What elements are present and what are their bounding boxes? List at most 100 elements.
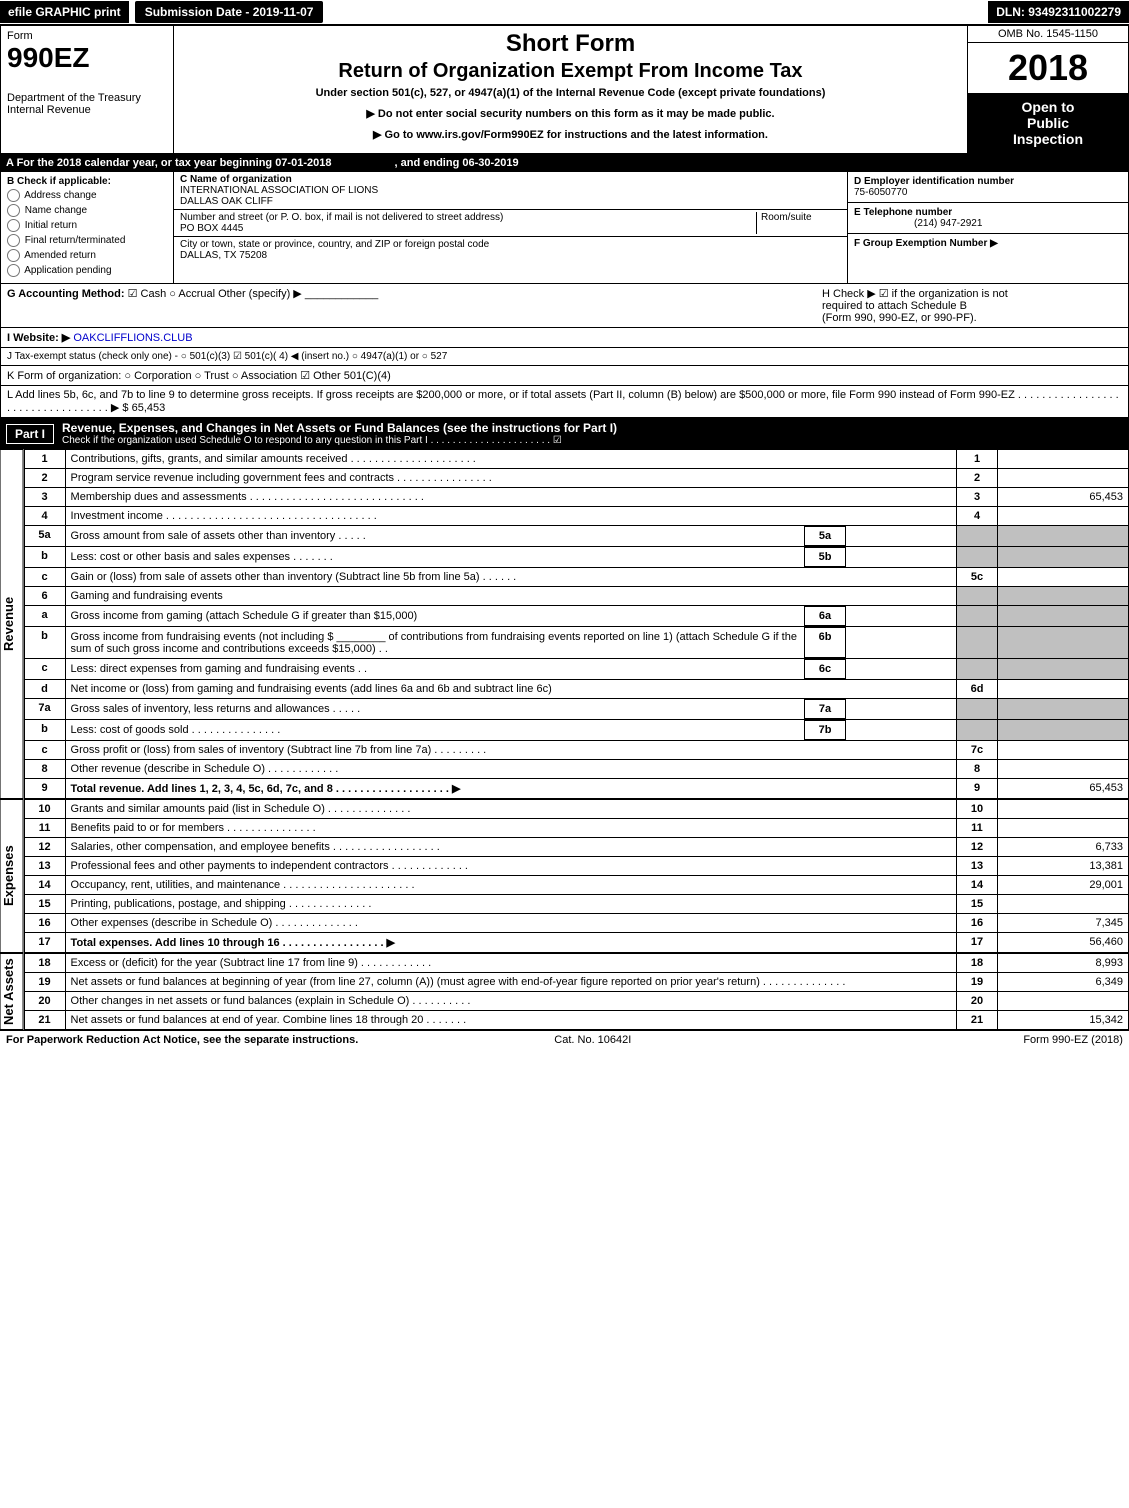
- line-7b: bLess: cost of goods sold . . . . . . . …: [24, 720, 1128, 741]
- line-5a: 5aGross amount from sale of assets other…: [24, 526, 1128, 547]
- line-5b: bLess: cost or other basis and sales exp…: [24, 547, 1128, 568]
- form-header: Form 990EZ Department of the Treasury In…: [0, 25, 1129, 154]
- return-title: Return of Organization Exempt From Incom…: [180, 60, 961, 83]
- line-6b: bGross income from fundraising events (n…: [24, 627, 1128, 659]
- line-19: 19Net assets or fund balances at beginni…: [24, 973, 1128, 992]
- netassets-table: 18Excess or (deficit) for the year (Subt…: [24, 953, 1129, 1030]
- netassets-section: Net Assets 18Excess or (deficit) for the…: [0, 953, 1129, 1030]
- part1-title: Revenue, Expenses, and Changes in Net As…: [62, 421, 617, 435]
- line-21: 21Net assets or fund balances at end of …: [24, 1011, 1128, 1030]
- col-b-title: B Check if applicable:: [7, 176, 167, 187]
- expenses-table: 10Grants and similar amounts paid (list …: [24, 799, 1129, 953]
- goto-link[interactable]: ▶ Go to www.irs.gov/Form990EZ for instru…: [180, 128, 961, 141]
- line-10: 10Grants and similar amounts paid (list …: [24, 800, 1128, 819]
- line-11: 11Benefits paid to or for members . . . …: [24, 819, 1128, 838]
- revenue-section: Revenue 1Contributions, gifts, grants, a…: [0, 449, 1129, 799]
- col-d-numbers: D Employer identification number 75-6050…: [848, 172, 1128, 283]
- line-8: 8Other revenue (describe in Schedule O) …: [24, 760, 1128, 779]
- period-band: A For the 2018 calendar year, or tax yea…: [0, 154, 1129, 172]
- form-word: Form: [7, 30, 167, 42]
- addr-label: Number and street (or P. O. box, if mail…: [180, 212, 503, 223]
- chk-application-pending[interactable]: Application pending: [7, 264, 167, 277]
- line-3: 3Membership dues and assessments . . . .…: [24, 488, 1128, 507]
- line-17: 17Total expenses. Add lines 10 through 1…: [24, 933, 1128, 953]
- form-number: 990EZ: [7, 42, 167, 74]
- dept-treasury: Department of the Treasury: [7, 92, 167, 104]
- side-label-netassets: Net Assets: [0, 953, 24, 1030]
- chk-initial-return[interactable]: Initial return: [7, 219, 167, 232]
- efile-link[interactable]: efile GRAPHIC print: [0, 1, 129, 23]
- submission-date-badge: Submission Date - 2019-11-07: [135, 1, 324, 23]
- name-label: C Name of organization: [180, 174, 292, 185]
- line-7c: cGross profit or (loss) from sales of in…: [24, 741, 1128, 760]
- expenses-section: Expenses 10Grants and similar amounts pa…: [0, 799, 1129, 953]
- chk-accrual[interactable]: ○ Accrual: [169, 288, 215, 300]
- room-label: Room/suite: [761, 212, 812, 223]
- h-line1: H Check ▶ ☑ if the organization is not: [822, 287, 1122, 300]
- info-block: B Check if applicable: Address change Na…: [0, 172, 1129, 284]
- line-14: 14Occupancy, rent, utilities, and mainte…: [24, 876, 1128, 895]
- ssn-warning: ▶ Do not enter social security numbers o…: [180, 107, 961, 120]
- open-public-box: Open to Public Inspection: [968, 93, 1128, 153]
- footer-cat: Cat. No. 10642I: [554, 1034, 631, 1046]
- h-line2: required to attach Schedule B: [822, 300, 1122, 312]
- chk-final-return[interactable]: Final return/terminated: [7, 234, 167, 247]
- group-label: F Group Exemption Number ▶: [854, 238, 998, 249]
- header-right: OMB No. 1545-1150 2018 Open to Public In…: [967, 26, 1128, 153]
- part1-header: Part I Revenue, Expenses, and Changes in…: [0, 418, 1129, 449]
- line-1: 1Contributions, gifts, grants, and simil…: [24, 450, 1128, 469]
- row-l-gross-receipts: L Add lines 5b, 6c, and 7b to line 9 to …: [0, 386, 1129, 418]
- chk-cash[interactable]: ☑ Cash: [128, 288, 167, 300]
- header-left: Form 990EZ Department of the Treasury In…: [1, 26, 174, 153]
- line-18: 18Excess or (deficit) for the year (Subt…: [24, 954, 1128, 973]
- line-12: 12Salaries, other compensation, and empl…: [24, 838, 1128, 857]
- row-i-website: I Website: ▶ OAKCLIFFLIONS.CLUB: [0, 328, 1129, 348]
- line-9: 9Total revenue. Add lines 1, 2, 3, 4, 5c…: [24, 779, 1128, 799]
- city-label: City or town, state or province, country…: [180, 239, 489, 250]
- chk-amended-return[interactable]: Amended return: [7, 249, 167, 262]
- top-bar: efile GRAPHIC print Submission Date - 20…: [0, 0, 1129, 25]
- part1-sub: Check if the organization used Schedule …: [62, 435, 617, 446]
- org-address: PO BOX 4445: [180, 223, 243, 234]
- line-20: 20Other changes in net assets or fund ba…: [24, 992, 1128, 1011]
- line-7a: 7aGross sales of inventory, less returns…: [24, 699, 1128, 720]
- col-c-org: C Name of organization INTERNATIONAL ASS…: [174, 172, 848, 283]
- header-center: Short Form Return of Organization Exempt…: [174, 26, 967, 153]
- tel-label: E Telephone number: [854, 207, 952, 218]
- row-j-tax-status: J Tax-exempt status (check only one) - ○…: [0, 348, 1129, 366]
- omb-number: OMB No. 1545-1150: [968, 26, 1128, 43]
- line-5c: cGain or (loss) from sale of assets othe…: [24, 568, 1128, 587]
- footer-left: For Paperwork Reduction Act Notice, see …: [6, 1034, 358, 1046]
- tel-value: (214) 947-2921: [854, 218, 982, 229]
- org-name-2: DALLAS OAK CLIFF: [180, 196, 273, 207]
- line-6: 6Gaming and fundraising events: [24, 587, 1128, 606]
- row-k-org-form: K Form of organization: ○ Corporation ○ …: [0, 366, 1129, 386]
- revenue-table: 1Contributions, gifts, grants, and simil…: [24, 449, 1129, 799]
- dln-label: DLN: 93492311002279: [988, 1, 1129, 23]
- side-label-revenue: Revenue: [0, 449, 24, 799]
- line-16: 16Other expenses (describe in Schedule O…: [24, 914, 1128, 933]
- website-link[interactable]: OAKCLIFFLIONS.CLUB: [73, 332, 192, 344]
- line-6a: aGross income from gaming (attach Schedu…: [24, 606, 1128, 627]
- col-b-checkboxes: B Check if applicable: Address change Na…: [1, 172, 174, 283]
- org-name-1: INTERNATIONAL ASSOCIATION OF LIONS: [180, 185, 378, 196]
- line-15: 15Printing, publications, postage, and s…: [24, 895, 1128, 914]
- short-form-title: Short Form: [180, 30, 961, 58]
- tax-year: 2018: [968, 43, 1128, 93]
- chk-name-change[interactable]: Name change: [7, 204, 167, 217]
- footer-right: Form 990-EZ (2018): [1023, 1034, 1123, 1046]
- ein-label: D Employer identification number: [854, 176, 1014, 187]
- page-footer: For Paperwork Reduction Act Notice, see …: [0, 1030, 1129, 1049]
- under-section-text: Under section 501(c), 527, or 4947(a)(1)…: [180, 87, 961, 99]
- line-6d: dNet income or (loss) from gaming and fu…: [24, 680, 1128, 699]
- part1-label: Part I: [6, 424, 54, 444]
- side-label-expenses: Expenses: [0, 799, 24, 953]
- chk-address-change[interactable]: Address change: [7, 189, 167, 202]
- h-line3: (Form 990, 990-EZ, or 990-PF).: [822, 312, 1122, 324]
- g-label: G Accounting Method:: [7, 288, 125, 300]
- g-other: Other (specify) ▶: [218, 288, 302, 300]
- ein-value: 75-6050770: [854, 187, 907, 198]
- line-13: 13Professional fees and other payments t…: [24, 857, 1128, 876]
- row-g-h: G Accounting Method: ☑ Cash ○ Accrual Ot…: [0, 284, 1129, 328]
- org-city: DALLAS, TX 75208: [180, 250, 267, 261]
